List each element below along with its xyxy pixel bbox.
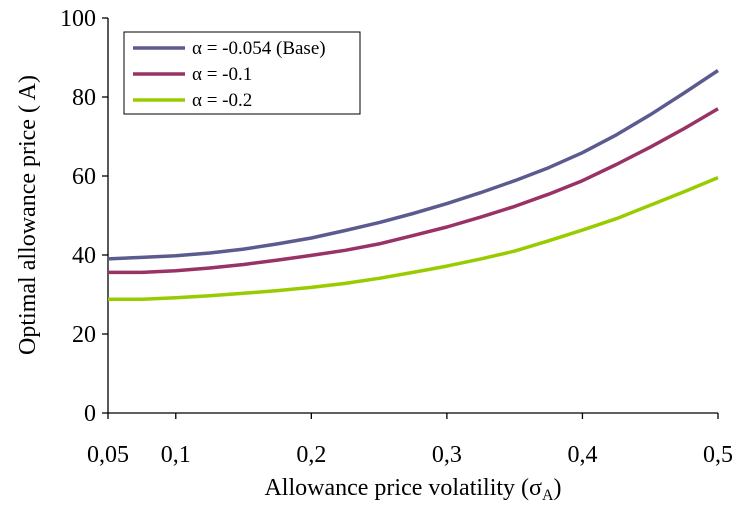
y-tick-label: 60 — [72, 164, 96, 190]
x-tick-label: 0,05 — [87, 442, 129, 468]
y-axis-title: Optimal allowance price ( A) — [15, 75, 41, 355]
y-tick-label: 40 — [72, 243, 96, 269]
x-axis-title-main: Allowance price volatility (σ — [264, 475, 542, 501]
y-tick-label: 100 — [60, 6, 96, 32]
legend-label-1: α = -0.054 (Base) — [192, 38, 326, 59]
y-tick-label: 20 — [72, 322, 96, 348]
x-axis-title-close: ) — [554, 475, 562, 501]
x-tick-label: 0,4 — [567, 442, 597, 468]
x-tick-label: 0,5 — [703, 442, 733, 468]
x-tick-label: 0,1 — [161, 442, 191, 468]
y-tick-label: 80 — [72, 85, 96, 111]
legend-label-2: α = -0.1 — [192, 64, 252, 85]
axes — [107, 18, 718, 414]
series-lines — [107, 69, 719, 301]
legend: α = -0.054 (Base) α = -0.1 α = -0.2 — [123, 31, 361, 115]
x-tick-label: 0,2 — [296, 442, 326, 468]
x-tick-label: 0,3 — [432, 442, 462, 468]
x-axis-title-subscript: A — [542, 487, 554, 504]
series-line-2 — [108, 107, 719, 275]
y-tick-label: 0 — [84, 401, 96, 427]
series-line-1 — [107, 69, 719, 261]
axis-ticks: 0 20 40 60 80 100 0,05 0,1 0,2 0,3 0,4 0,5 — [60, 6, 733, 468]
legend-label-3: α = -0.2 — [192, 90, 252, 111]
x-axis-title: Allowance price volatility (σA) — [264, 475, 561, 504]
series-line-3 — [108, 175, 719, 301]
